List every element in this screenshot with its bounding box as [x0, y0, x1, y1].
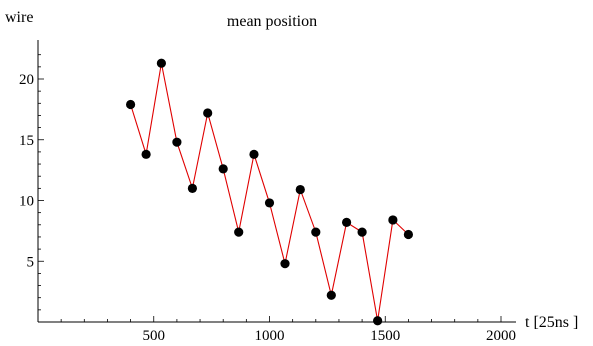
x-axis-ticks: 500 1000 1500 2000: [60, 316, 516, 344]
y-tick-label: 20: [19, 72, 34, 88]
data-point: [311, 227, 321, 237]
data-point: [326, 290, 336, 300]
data-point: [218, 164, 228, 174]
data-point: [357, 227, 367, 237]
data-point: [341, 217, 352, 227]
x-tick-label: 1000: [255, 328, 285, 344]
x-tick-label: 500: [143, 328, 166, 344]
chart-title: mean position: [227, 13, 317, 30]
data-point: [403, 229, 413, 240]
data-point: [141, 149, 151, 159]
x-tick-label: 1500: [370, 328, 400, 344]
data-series: [126, 58, 413, 326]
x-tick-label: 2000: [486, 328, 516, 344]
data-point: [295, 184, 305, 195]
data-point: [388, 215, 398, 225]
y-tick-label: 15: [19, 133, 34, 149]
data-point: [156, 58, 166, 68]
data-point: [172, 137, 182, 147]
data-point: [187, 183, 198, 193]
x-axis-label: t [25ns ]: [525, 314, 578, 331]
y-tick-label: 10: [19, 194, 34, 210]
data-point: [203, 108, 213, 118]
data-point: [373, 316, 383, 326]
series-line: [130, 63, 409, 321]
data-point: [280, 259, 290, 269]
data-point: [234, 227, 244, 237]
y-tick-label: 5: [27, 254, 35, 270]
y-axis-ticks: 5 10 15 20: [19, 54, 44, 311]
y-axis-label: wire: [5, 9, 33, 26]
data-point: [126, 99, 136, 110]
data-point: [249, 149, 259, 159]
data-point: [264, 198, 275, 208]
